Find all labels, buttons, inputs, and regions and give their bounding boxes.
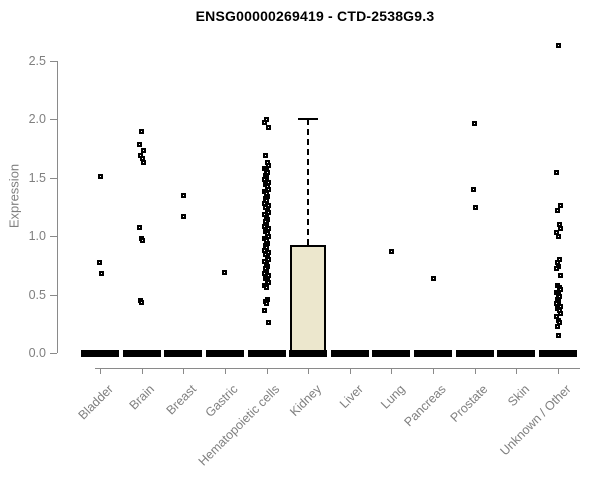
x-category-label-text: Liver: [336, 382, 366, 412]
chart-title: ENSG00000269419 - CTD-2538G9.3: [195, 8, 435, 24]
data-point: [557, 273, 563, 279]
x-category-label-text: Lung: [377, 382, 408, 412]
x-category-label-text: Pancreas: [401, 382, 450, 430]
x-category-label-text: Bladder: [75, 382, 116, 423]
boxplot-zero-bar: [122, 350, 161, 357]
data-point: [266, 124, 272, 130]
data-point: [98, 270, 104, 276]
data-point: [262, 120, 268, 125]
boxplot-zero-bar: [497, 350, 536, 357]
data-point: [555, 332, 561, 338]
data-point: [554, 207, 560, 213]
data-point: [554, 323, 560, 329]
data-point: [557, 203, 563, 209]
x-category-label-text: Skin: [505, 382, 533, 410]
x-axis-tick: [474, 368, 476, 374]
y-tick-label: 0.5: [28, 287, 46, 302]
data-point: [430, 275, 436, 281]
data-point: [266, 280, 272, 286]
x-category-label-text: Gastric: [202, 382, 241, 420]
y-tick-label: 2.5: [28, 53, 46, 68]
data-point: [222, 269, 228, 275]
x-category-label-text: Breast: [163, 382, 200, 418]
boxplot-zero-bar: [81, 350, 119, 357]
data-point: [557, 310, 563, 316]
data-point: [555, 42, 561, 48]
y-axis-tick: [50, 60, 57, 62]
data-point: [555, 233, 561, 239]
data-point: [263, 152, 269, 158]
boxplot-zero-bar: [164, 350, 203, 357]
data-point: [141, 159, 147, 165]
boxplot-zero-bar: [372, 350, 411, 357]
x-axis-tick: [266, 368, 268, 374]
x-axis-tick: [558, 368, 560, 374]
data-point: [262, 308, 268, 314]
kidney-whisker-dashed: [307, 119, 310, 246]
x-axis-tick: [183, 368, 185, 374]
data-point: [137, 225, 143, 231]
y-tick-label: 2.0: [28, 112, 46, 126]
data-point: [266, 210, 272, 216]
x-axis-tick: [516, 368, 518, 374]
boxplot-zero-bar: [539, 350, 578, 357]
data-point: [141, 148, 147, 154]
kidney-whisker-cap: [298, 118, 319, 120]
data-point: [553, 170, 559, 176]
y-axis-tick: [50, 119, 57, 120]
data-point: [388, 248, 394, 254]
data-point: [472, 121, 478, 127]
data-point: [96, 260, 102, 266]
x-category-label-text: Hematopoietic cells: [195, 382, 283, 469]
y-tick-label: 0.0: [28, 346, 46, 360]
x-category-label-text: Brain: [126, 382, 158, 413]
x-axis-tick: [391, 368, 393, 374]
data-point: [266, 256, 272, 262]
x-axis-tick: [349, 368, 351, 374]
boxplot-zero-bar: [414, 350, 453, 357]
data-point: [556, 221, 562, 227]
x-axis-tick: [308, 368, 310, 374]
x-axis-tick: [141, 368, 143, 374]
data-point: [139, 300, 145, 306]
data-point: [557, 287, 563, 293]
data-point: [137, 142, 143, 148]
data-point: [97, 173, 103, 179]
data-point: [180, 213, 186, 219]
boxplot-zero-bar: [289, 350, 328, 357]
data-point: [264, 284, 270, 290]
y-axis-tick: [50, 236, 57, 237]
data-point: [140, 238, 146, 244]
data-point: [471, 186, 477, 192]
kidney-box: [290, 245, 327, 357]
x-axis-tick: [224, 368, 226, 374]
data-point: [180, 192, 186, 198]
boxplot-zero-bar: [205, 350, 244, 357]
x-category-label-text: Kidney: [287, 382, 325, 419]
x-axis-line: [95, 368, 580, 369]
y-axis-tick: [50, 177, 57, 179]
boxplot-zero-bar: [330, 350, 369, 357]
x-axis-tick: [100, 368, 101, 374]
data-point: [557, 226, 563, 232]
boxplot-zero-bar: [247, 350, 286, 357]
x-axis-tick: [433, 368, 435, 374]
data-point: [264, 301, 270, 307]
boxplot-zero-bar: [455, 350, 494, 357]
data-point: [473, 205, 479, 211]
y-axis-line: [57, 60, 58, 353]
y-axis-tick: [50, 294, 57, 296]
data-point: [266, 186, 272, 192]
y-tick-label: 1.0: [28, 229, 46, 243]
y-tick-label: 1.5: [28, 170, 46, 185]
x-category-label-text: Prostate: [447, 382, 491, 425]
data-point: [266, 320, 272, 326]
data-point: [139, 129, 145, 135]
data-point: [553, 266, 559, 272]
data-point: [266, 233, 272, 239]
y-axis-tick: [50, 353, 57, 354]
data-point: [266, 163, 272, 169]
